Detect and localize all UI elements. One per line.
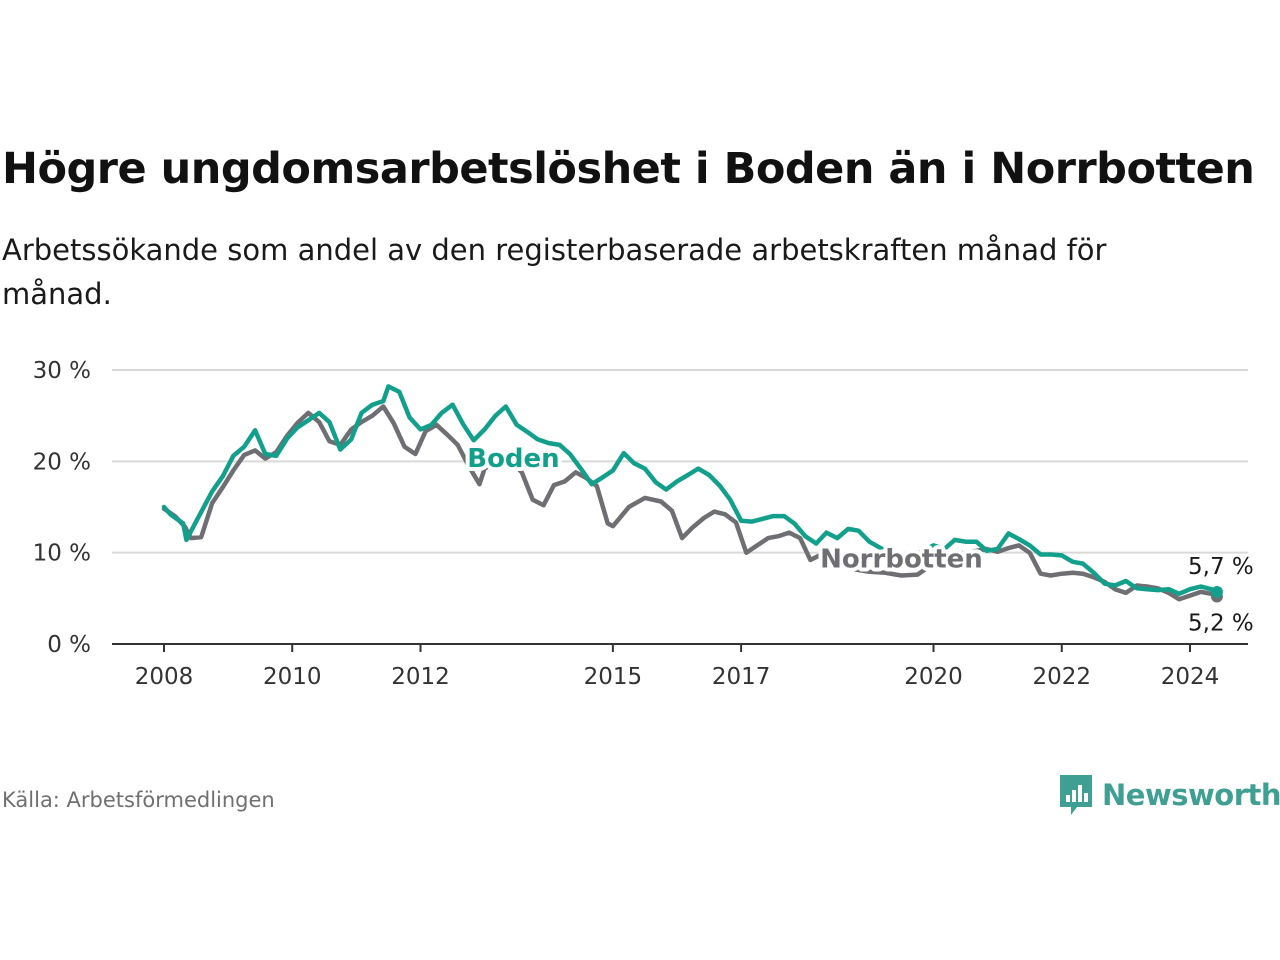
- series-line-norrbotten: [161, 404, 1220, 602]
- y-tick-label: 20 %: [33, 449, 91, 475]
- x-tick-label: 2020: [904, 664, 963, 690]
- chart-subtitle: Arbetssökande som andel av den registerb…: [2, 233, 1107, 311]
- end-value-label-norrbotten: 5,2 %: [1188, 611, 1254, 637]
- y-tick-label: 0 %: [47, 632, 91, 658]
- series-labels: Boden Norrbotten 5,7 % 5,2 %: [463, 440, 1257, 640]
- x-tick-label: 2012: [391, 664, 450, 690]
- source-note: Källa: Arbetsförmedlingen: [2, 788, 275, 812]
- x-tick-label: 2022: [1032, 664, 1091, 690]
- newsworthy-logo-icon: [1060, 775, 1092, 815]
- line-chart: 0 % 10 % 20 % 30 % 2008 2010 2012 2015 2017 2020 2…: [33, 358, 1257, 690]
- brand-logo: Newsworthy: [1058, 770, 1280, 820]
- brand-name: Newsworthy: [1102, 778, 1280, 812]
- series-label-boden: Boden: [467, 444, 559, 474]
- x-tick-label: 2008: [135, 664, 194, 690]
- x-tick-label: 2017: [712, 664, 771, 690]
- end-value-label-boden: 5,7 %: [1188, 554, 1254, 580]
- series-label-norrbotten: Norrbotten: [820, 544, 983, 574]
- chart-title: Högre ungdomsarbetslöshet i Boden än i N…: [2, 144, 1255, 194]
- series-line-boden: [161, 384, 1220, 597]
- end-point-boden: [1210, 585, 1223, 598]
- x-tick-label: 2015: [584, 664, 643, 690]
- x-tick-label: 2024: [1161, 664, 1220, 690]
- gridlines: 0 % 10 % 20 % 30 % 2008 2010 2012 2015 2017 2020 2…: [33, 358, 1248, 690]
- series-lines: [161, 384, 1223, 603]
- y-tick-label: 10 %: [33, 541, 91, 567]
- x-tick-label: 2010: [263, 664, 322, 690]
- y-tick-label: 30 %: [33, 358, 91, 384]
